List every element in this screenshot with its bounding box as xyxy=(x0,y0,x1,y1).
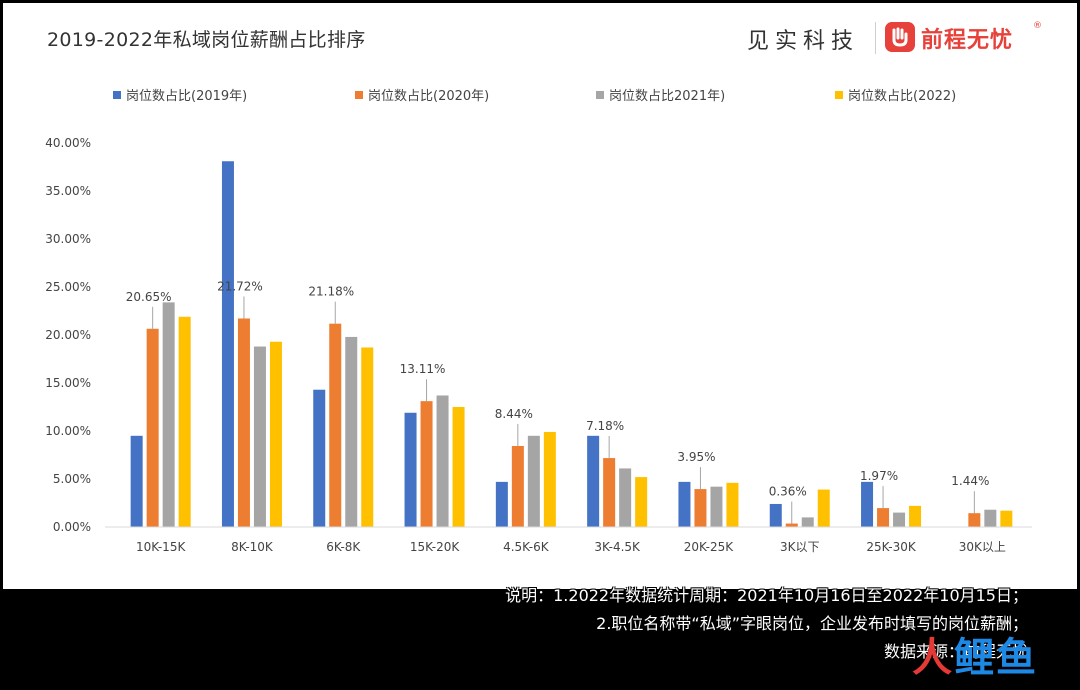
legend-label-2: 岗位数占比(2020年) xyxy=(368,89,489,104)
data-label: 8.44% xyxy=(495,407,533,421)
bar-2-7 xyxy=(694,489,707,527)
y-tick-label: 5.00% xyxy=(53,472,91,486)
watermark-part-2: 鲤鱼 xyxy=(954,635,1038,681)
note-line-3: 数据来源：前程无忧 xyxy=(883,642,1028,661)
x-tick-label: 25K-30K xyxy=(866,540,916,554)
bar-3-3 xyxy=(345,336,358,527)
x-tick-label: 4.5K-6K xyxy=(503,540,550,554)
brand-reg-mark: ® xyxy=(1033,21,1042,31)
bar-2-6 xyxy=(603,458,616,527)
watermark-part-1: 人 xyxy=(912,635,954,681)
chart-card: 2019-2022年私域岗位薪酬占比排序 见实科技 前程无忧 ® 岗位数占比(2… xyxy=(3,3,1077,589)
data-label: 21.72% xyxy=(217,279,263,293)
x-tick-label: 3K-4.5K xyxy=(594,540,641,554)
y-tick-label: 40.00% xyxy=(45,136,91,150)
bar-4-4 xyxy=(452,407,465,527)
brand-logo-icon xyxy=(885,22,915,52)
bar-3-7 xyxy=(710,486,723,527)
bar-1-9 xyxy=(861,481,874,527)
bar-3-10 xyxy=(984,509,997,527)
data-label: 0.36% xyxy=(769,485,807,499)
bar-3-4 xyxy=(436,395,449,527)
x-tick-label: 6K-8K xyxy=(326,540,361,554)
bar-1-2 xyxy=(221,161,234,528)
brand-divider xyxy=(875,22,876,54)
x-tick-label: 20K-25K xyxy=(684,540,734,554)
bar-4-10 xyxy=(1000,510,1013,527)
bar-2-4 xyxy=(420,401,433,527)
bar-4-2 xyxy=(269,341,282,527)
x-tick-label: 3K以下 xyxy=(780,540,820,554)
y-tick-label: 15.00% xyxy=(45,376,91,390)
y-tick-label: 0.00% xyxy=(53,520,91,534)
notes: 说明：1.2022年数据统计周期：2021年10月16日至2022年10月15日… xyxy=(505,582,1028,666)
bar-3-9 xyxy=(893,512,906,527)
bar-4-3 xyxy=(361,347,374,527)
bar-4-1 xyxy=(178,316,191,527)
bar-2-10 xyxy=(968,513,981,527)
legend-label-1: 岗位数占比(2019年) xyxy=(126,89,247,104)
data-label: 1.44% xyxy=(951,474,989,488)
watermark-logo: 人鲤鱼 xyxy=(912,634,1038,682)
note-line-2: 2.职位名称带“私域”字眼岗位，企业发布时填写的岗位薪酬； xyxy=(596,614,1028,633)
bar-1-6 xyxy=(587,435,600,527)
bar-3-5 xyxy=(527,435,540,527)
bar-2-3 xyxy=(329,323,342,527)
bar-2-8 xyxy=(785,523,798,527)
legend-swatch-1 xyxy=(113,91,121,99)
bar-3-8 xyxy=(801,517,814,527)
bar-1-8 xyxy=(769,503,782,527)
bar-3-6 xyxy=(619,468,632,527)
data-label: 3.95% xyxy=(677,450,715,464)
legend-label-4: 岗位数占比(2022) xyxy=(848,89,956,104)
brand-company: 见实科技 xyxy=(747,29,860,54)
data-label: 1.97% xyxy=(860,469,898,483)
bar-4-7 xyxy=(726,482,739,527)
bar-4-9 xyxy=(909,505,922,527)
y-tick-label: 10.00% xyxy=(45,424,91,438)
legend-swatch-2 xyxy=(355,91,363,99)
chart-title: 2019-2022年私域岗位薪酬占比排序 xyxy=(47,29,366,51)
y-axis: 0.00% 5.00% 10.00% 15.00% 20.00% 25.00% 30.00%… xyxy=(45,136,91,534)
bar-2-1 xyxy=(146,328,159,527)
bar-1-4 xyxy=(404,412,417,527)
x-tick-label: 15K-20K xyxy=(410,540,460,554)
bar-2-5 xyxy=(511,445,524,527)
legend-swatch-4 xyxy=(835,91,843,99)
bar-1-1 xyxy=(130,435,143,527)
bars xyxy=(130,161,1013,528)
bar-2-9 xyxy=(877,508,890,527)
brand-partner: 前程无忧 xyxy=(921,28,1014,53)
data-label: 7.18% xyxy=(586,419,624,433)
y-tick-label: 35.00% xyxy=(45,184,91,198)
legend-swatch-3 xyxy=(596,91,604,99)
legend-label-3: 岗位数占比2021年) xyxy=(609,89,725,104)
bar-1-5 xyxy=(495,481,508,527)
x-tick-label: 30K以上 xyxy=(959,540,1006,554)
bar-1-3 xyxy=(313,389,326,527)
y-tick-label: 20.00% xyxy=(45,328,91,342)
bar-4-6 xyxy=(635,477,648,527)
data-label: 13.11% xyxy=(400,362,446,376)
bar-1-7 xyxy=(678,481,691,527)
bar-chart: 岗位数占比(2019年) 岗位数占比(2020年) 岗位数占比2021年) 岗位数占比… xyxy=(45,89,1032,554)
data-labels: 20.65% 21.72% 21.18% 13.11% 8.44% 7.18% 3.95% 0… xyxy=(126,279,989,524)
bar-4-5 xyxy=(543,431,556,527)
x-axis: 10K-15K 8K-10K 6K-8K 15K-20K 4.5K-6K 3K-4.5K 2… xyxy=(105,526,1032,554)
bar-4-8 xyxy=(817,489,830,527)
y-tick-label: 25.00% xyxy=(45,280,91,294)
bar-3-2 xyxy=(253,346,266,527)
data-label: 21.18% xyxy=(308,285,354,299)
data-label: 20.65% xyxy=(126,290,172,304)
y-tick-label: 30.00% xyxy=(45,232,91,246)
note-line-1: 说明：1.2022年数据统计周期：2021年10月16日至2022年10月15日… xyxy=(505,586,1028,605)
x-tick-label: 8K-10K xyxy=(231,540,274,554)
x-tick-label: 10K-15K xyxy=(136,540,186,554)
legend: 岗位数占比(2019年) 岗位数占比(2020年) 岗位数占比2021年) 岗位数占比… xyxy=(113,89,956,104)
bar-2-2 xyxy=(237,318,250,527)
bar-3-1 xyxy=(162,302,175,527)
